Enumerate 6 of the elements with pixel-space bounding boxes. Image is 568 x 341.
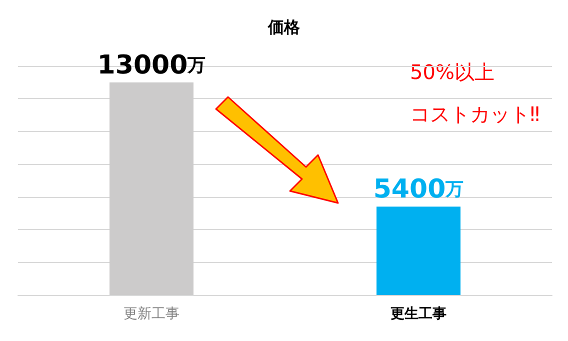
annotation: コストカット‼ — [410, 102, 540, 126]
x-tick-label: 更生工事 — [390, 306, 446, 322]
chart-title: 価格 — [267, 18, 301, 36]
x-tick-label: 更新工事 — [124, 306, 180, 322]
data-label: 5400万 — [373, 174, 464, 205]
data-label: 13000万 — [97, 50, 206, 80]
